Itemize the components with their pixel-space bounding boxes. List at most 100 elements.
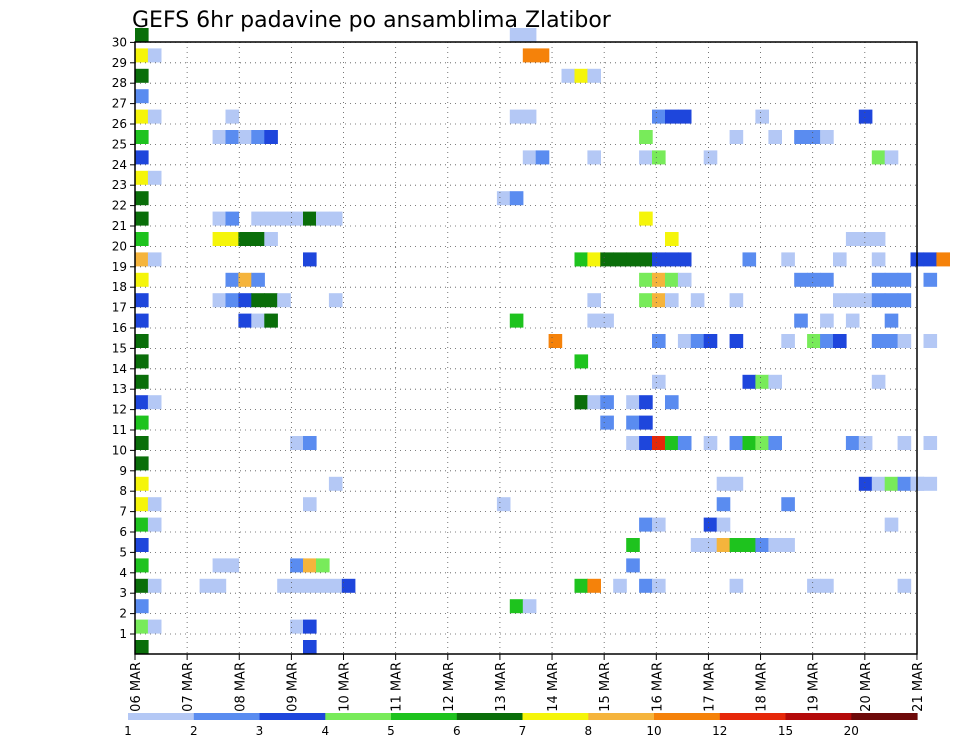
heatmap-cell <box>833 252 847 267</box>
heatmap-cell <box>652 578 666 593</box>
heatmap-cell <box>677 334 692 348</box>
heatmap-cell <box>639 415 653 430</box>
heatmap-cell <box>290 436 304 450</box>
heatmap-cell <box>923 476 938 491</box>
heatmap-cell <box>665 232 679 246</box>
heatmap-cell <box>703 517 718 532</box>
colorbar-label: 15 <box>778 724 793 738</box>
heatmap-cell <box>574 395 589 410</box>
colorbar-swatch <box>719 713 787 720</box>
heatmap-cell <box>135 232 149 246</box>
heatmap-cell <box>212 211 227 226</box>
heatmap-cell <box>509 599 524 614</box>
heatmap-cell <box>781 497 795 512</box>
heatmap-cell <box>897 293 912 308</box>
heatmap-cell <box>135 436 149 450</box>
heatmap-cell <box>225 211 240 226</box>
heatmap-cell <box>135 517 149 532</box>
heatmap-cell <box>923 436 938 450</box>
heatmap-cell <box>587 68 601 83</box>
heatmap-cell <box>858 476 873 491</box>
heatmap-cell <box>755 538 769 552</box>
heatmap-cell <box>716 538 731 552</box>
heatmap-cell <box>135 313 149 328</box>
heatmap-cell <box>135 293 149 308</box>
heatmap-cell <box>574 354 589 369</box>
heatmap-cell <box>135 109 149 124</box>
heatmap-cell <box>742 436 757 450</box>
heatmap-cell <box>626 395 640 410</box>
heatmap-cell <box>871 293 886 308</box>
x-tick-label: 13 MAR <box>494 662 509 712</box>
heatmap-cell <box>807 334 821 348</box>
heatmap-cell <box>665 395 679 410</box>
heatmap-cell <box>936 252 950 267</box>
heatmap-cell <box>755 374 769 389</box>
heatmap-cell <box>135 252 149 267</box>
heatmap-cell <box>522 599 537 614</box>
y-tick-label: 6 <box>119 525 127 539</box>
heatmap-cell <box>923 272 938 287</box>
heatmap-cell <box>897 436 912 450</box>
heatmap-cell <box>574 578 589 593</box>
heatmap-cell <box>277 578 291 593</box>
heatmap-cell <box>535 48 550 63</box>
heatmap-cell <box>303 436 317 450</box>
colorbar-label: 20 <box>844 724 859 738</box>
colorbar-swatch <box>851 713 918 720</box>
heatmap-cell <box>587 150 601 165</box>
heatmap-cell <box>251 313 265 328</box>
heatmap-cell <box>522 48 537 63</box>
heatmap-cell <box>135 619 149 634</box>
heatmap-cell <box>639 211 653 226</box>
y-tick-label: 9 <box>119 464 127 478</box>
heatmap-cell <box>871 374 886 389</box>
heatmap-cell <box>858 293 873 308</box>
heatmap-cell <box>639 293 653 308</box>
heatmap-cell <box>522 109 537 124</box>
heatmap-cell <box>729 578 744 593</box>
heatmap-cell <box>768 436 782 450</box>
heatmap-cell <box>587 252 601 267</box>
heatmap-cell <box>574 252 589 267</box>
colorbar-swatch <box>193 713 261 720</box>
heatmap-cell <box>729 436 744 450</box>
heatmap-cell <box>690 293 705 308</box>
heatmap-cell <box>264 130 278 144</box>
y-tick-label: 30 <box>112 35 127 49</box>
heatmap-cell <box>587 395 601 410</box>
heatmap-cell <box>264 211 278 226</box>
x-tick-label: 09 MAR <box>285 662 300 712</box>
heatmap-cell <box>147 109 162 124</box>
heatmap-cell <box>147 517 162 532</box>
heatmap-cell <box>328 293 343 308</box>
y-tick-label: 7 <box>119 505 127 519</box>
heatmap-cell <box>897 272 912 287</box>
heatmap-cell <box>884 517 899 532</box>
heatmap-cells <box>135 28 950 654</box>
heatmap-cell <box>665 272 679 287</box>
heatmap-cell <box>652 334 666 348</box>
heatmap-cell <box>820 313 834 328</box>
heatmap-cell <box>251 130 265 144</box>
heatmap-cell <box>677 272 692 287</box>
heatmap-cell <box>225 272 240 287</box>
heatmap-cell <box>652 374 666 389</box>
heatmap-cell <box>303 497 317 512</box>
heatmap-cell <box>328 476 343 491</box>
heatmap-cell <box>833 293 847 308</box>
heatmap-cell <box>561 68 576 83</box>
heatmap-cell <box>794 272 808 287</box>
heatmap-cell <box>820 130 834 144</box>
colorbar-swatch <box>325 713 392 720</box>
heatmap-cell <box>135 354 149 369</box>
y-tick-label: 12 <box>112 403 127 417</box>
heatmap-cell <box>509 313 524 328</box>
heatmap-cell <box>871 334 886 348</box>
heatmap-cell <box>639 130 653 144</box>
y-tick-label: 3 <box>119 586 127 600</box>
colorbar-label: 8 <box>584 724 592 738</box>
y-tick-label: 10 <box>112 443 127 457</box>
x-tick-label: 14 MAR <box>546 662 561 712</box>
heatmap-cell <box>794 313 808 328</box>
